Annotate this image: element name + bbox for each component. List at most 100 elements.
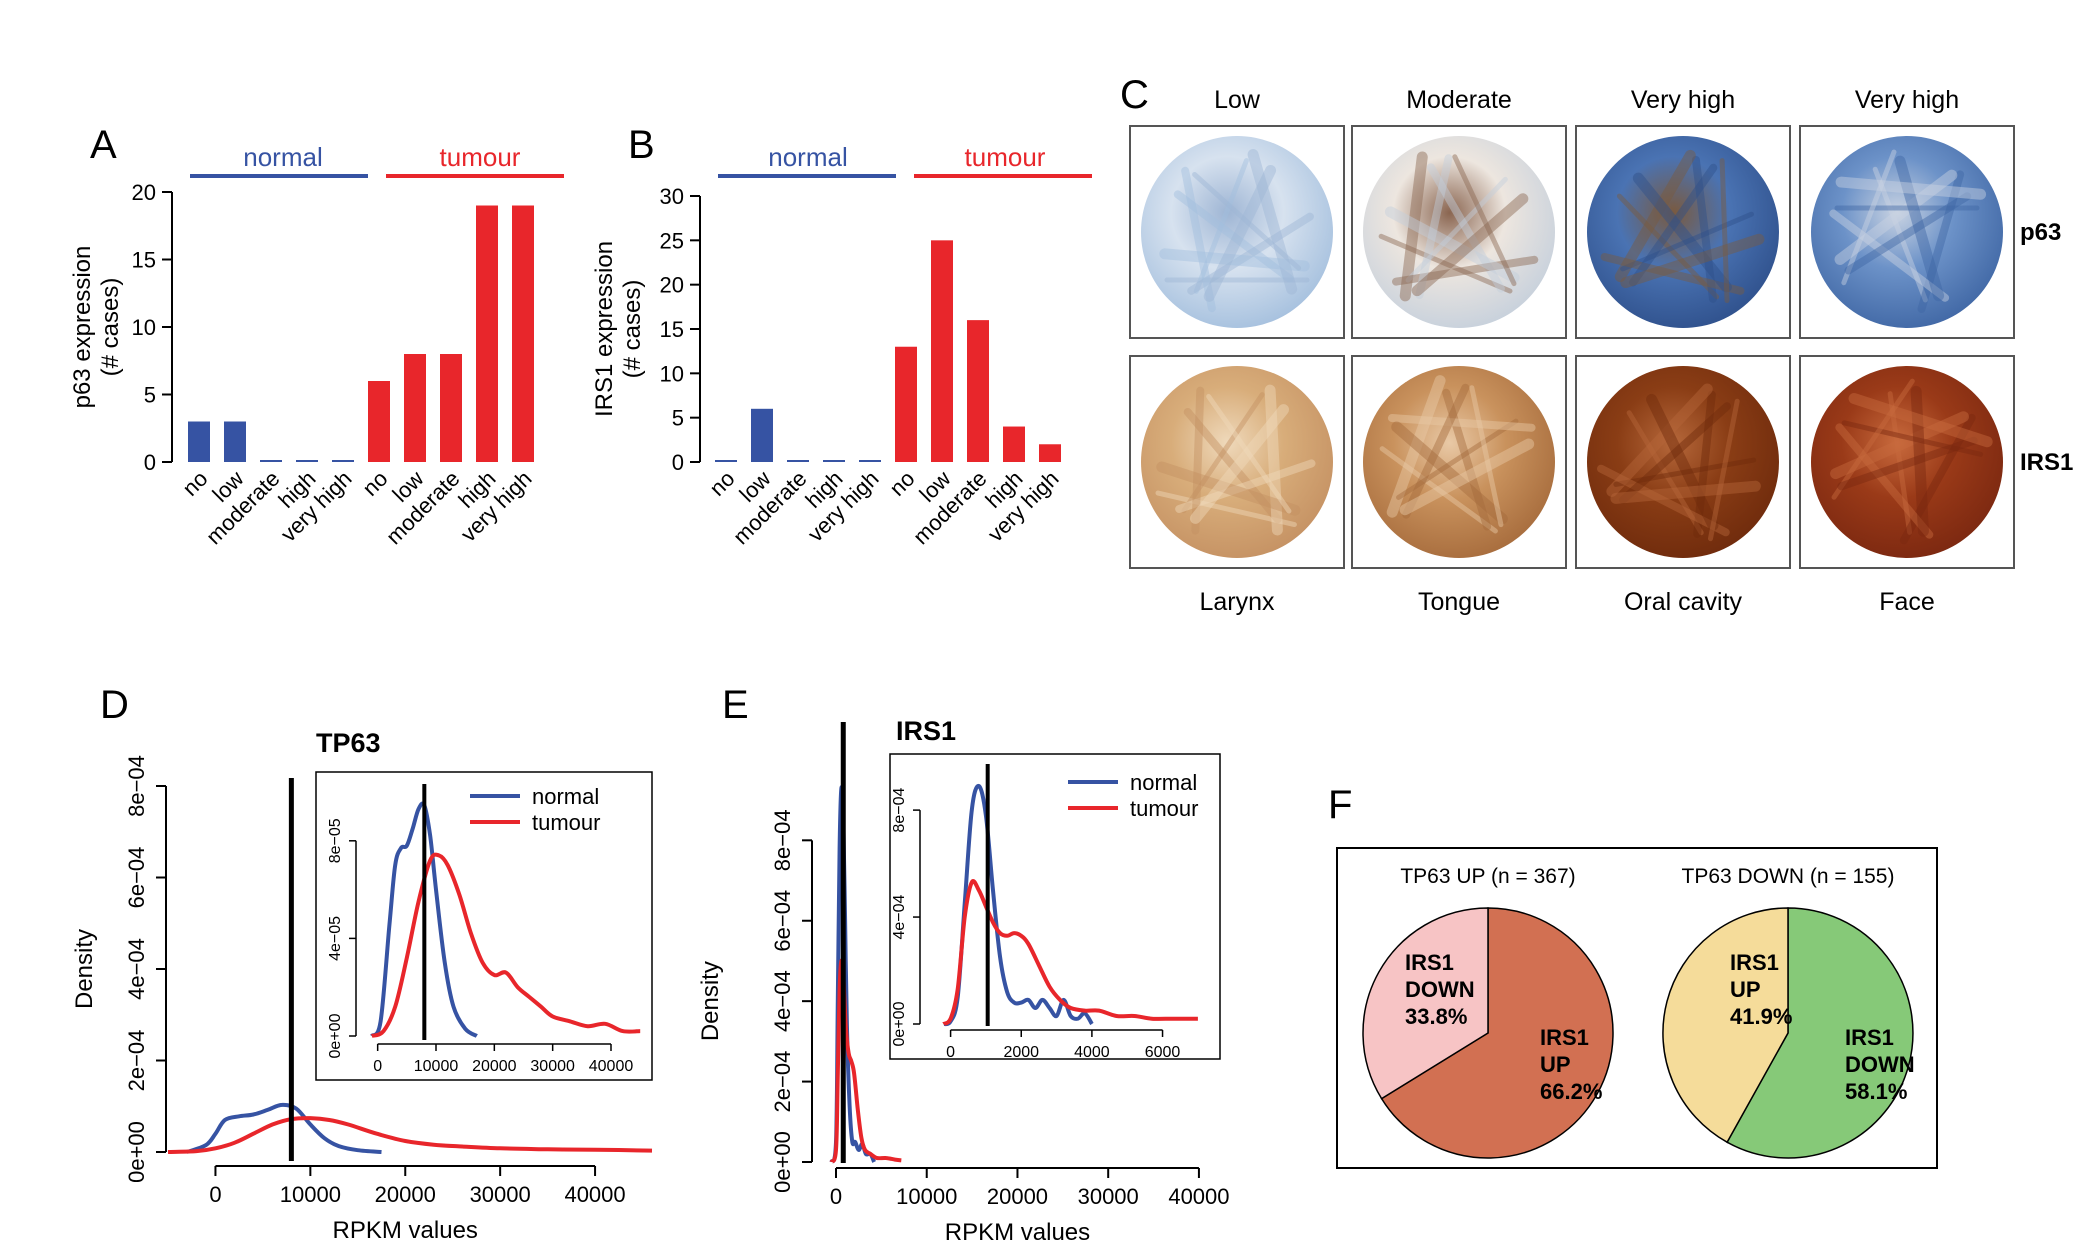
panel-d: D 0 10000 20000 30000 40000 RPKM values 0e+00 2… xyxy=(71,683,653,1244)
tma-texture-streak xyxy=(1442,388,1492,531)
panel-d-x-tick-label: 30000 xyxy=(470,1182,531,1207)
panel-a-x-tick-label: no xyxy=(178,466,213,501)
panel-d-inset-frame xyxy=(315,771,653,1081)
tma-texture-streak xyxy=(1192,171,1302,271)
tma-texture-streak xyxy=(1155,490,1297,528)
pie-slice-label-line: 33.8% xyxy=(1405,1004,1467,1029)
pie-tp63-up-n-367: TP63 UP (n = 367)IRS1 UP 66.2%IRS1 DOWN 33.8… xyxy=(1362,865,1614,1159)
panel-d-y-axis-label: Density xyxy=(71,929,98,1009)
panel-f-letter: F xyxy=(1328,783,1352,827)
tma-texture-streak xyxy=(1834,169,1958,265)
panel-d-x-tick-label: 10000 xyxy=(280,1182,341,1207)
panel-b-y-axis-label-line: IRS1 expression xyxy=(591,241,618,417)
panel-a-y-tick-label: 20 xyxy=(132,180,156,205)
tma-texture-streak xyxy=(1693,390,1716,538)
tma-texture-streak xyxy=(1391,421,1508,525)
panel-b-bar-tumour-moderate xyxy=(967,320,989,462)
panel-a-y-tick-label: 15 xyxy=(132,248,156,273)
panel-d-series-normal xyxy=(186,1102,382,1154)
tma-texture-streak xyxy=(1600,252,1745,295)
pie-slice-label-line: IRS1 xyxy=(1405,950,1454,975)
pie-slice-irs1-down-58-1 xyxy=(1726,907,1914,1159)
panel-e-x-tick-label: 20000 xyxy=(987,1184,1048,1209)
tma-texture-streak xyxy=(1848,393,1993,448)
panel-c: C Low Larynx Moderate Tongue Very high Oral c… xyxy=(1120,73,2073,616)
panel-b-normal-label: normal xyxy=(768,142,847,172)
tma-site-label: Larynx xyxy=(1199,588,1275,616)
tma-core-irs1-face xyxy=(1811,366,2003,558)
panel-b-x-tick-label: no xyxy=(885,466,920,501)
tma-column-header: Very high xyxy=(1855,86,1959,114)
panel-e-legend-label-normal: normal xyxy=(1130,770,1197,795)
tma-texture-streak xyxy=(1469,385,1504,528)
tma-texture-streak xyxy=(1614,149,1696,283)
panel-a-bar-normal-low xyxy=(224,421,246,462)
panel-e-letter: E xyxy=(722,683,749,727)
tma-texture-streak xyxy=(1620,211,1754,272)
pie-slice-irs1-down-33-8 xyxy=(1362,907,1489,1100)
tma-texture-streak xyxy=(1384,206,1520,284)
panel-d-inset-x-tick-label: 30000 xyxy=(530,1058,575,1075)
panel-e-inset-y-tick-label: 8e−04 xyxy=(891,788,908,833)
tma-texture-streak xyxy=(1917,170,1965,313)
panel-e-y-tick-label: 8e−04 xyxy=(770,809,795,871)
tma-texture-streak xyxy=(1399,151,1428,302)
panel-b-bar-normal-high xyxy=(823,460,845,462)
panel-a-x-tick-label: no xyxy=(358,466,393,501)
panel-e-x-tick-label: 40000 xyxy=(1168,1184,1229,1209)
panel-e-title: IRS1 xyxy=(896,716,956,746)
tma-column-header: Low xyxy=(1214,86,1261,114)
tma-core-irs1-larynx xyxy=(1141,366,1333,558)
tma-texture-streak xyxy=(1175,459,1316,513)
tma-column-header: Very high xyxy=(1631,86,1735,114)
tma-texture-streak xyxy=(1399,438,1535,516)
panel-e-x-tick-label: 10000 xyxy=(896,1184,957,1209)
panel-a-bar-normal-very-high xyxy=(332,460,354,462)
tma-texture-streak xyxy=(1606,383,1713,497)
panel-e-inset-y-tick-label: 0e+00 xyxy=(891,1001,908,1046)
tma-texture-streak xyxy=(1829,209,1950,302)
panel-e-inset-y-tick-label: 4e−04 xyxy=(891,894,908,939)
panel-c-letter: C xyxy=(1120,73,1149,117)
pie-slice-label-line: UP xyxy=(1540,1052,1571,1077)
panel-d-inset-x-tick-label: 40000 xyxy=(589,1058,634,1075)
panel-b-y-tick-label: 15 xyxy=(660,317,684,342)
panel-b: B normal tumour 0 5 10 15 20 25 30 IRS1 express… xyxy=(591,123,1092,549)
panel-a: A normal tumour 0 5 10 15 20 p63 expression(#… xyxy=(69,123,564,549)
panel-b-bar-normal-moderate xyxy=(787,460,809,462)
tma-texture-streak xyxy=(1835,423,1934,539)
tma-texture-streak xyxy=(1841,420,1984,457)
tma-core-p63-face xyxy=(1811,136,2003,328)
panel-b-y-axis-label: IRS1 expression(# cases) xyxy=(591,241,646,417)
panel-a-y-tick-label: 5 xyxy=(144,383,156,408)
pie-slice-irs1-up-66-2 xyxy=(1380,907,1614,1159)
tma-texture-streak xyxy=(1156,461,1301,516)
tma-texture-streak xyxy=(1173,190,1294,283)
tma-texture-streak xyxy=(1597,464,1730,537)
panel-b-y-tick-label: 20 xyxy=(660,273,684,298)
panel-a-bar-tumour-no xyxy=(368,381,390,462)
panel-a-y-axis-label-line: (# cases) xyxy=(97,278,124,377)
tma-texture-streak xyxy=(1402,383,1470,519)
panel-d-legend-label-tumour: tumour xyxy=(532,810,600,835)
pie-slice-label: IRS1 UP 41.9% xyxy=(1730,950,1792,1029)
panel-e-inset-x-tick-label: 2000 xyxy=(1003,1044,1039,1061)
panel-a-bar-tumour-low xyxy=(404,354,426,462)
tma-texture-streak xyxy=(1691,155,1717,303)
tma-core-p63-tongue xyxy=(1363,136,1555,328)
panel-a-y-axis-label: p63 expression(# cases) xyxy=(69,246,124,409)
tma-site-label: Face xyxy=(1879,588,1935,616)
tma-texture-streak xyxy=(1910,385,1929,537)
panel-a-bar-normal-no xyxy=(188,421,210,462)
tma-texture-streak xyxy=(1396,418,1519,500)
panel-d-letter: D xyxy=(100,683,129,727)
pie-slice-label-line: 66.2% xyxy=(1540,1079,1602,1104)
panel-e-y-tick-label: 0e+00 xyxy=(770,1131,795,1193)
panel-e-x-tick-label: 30000 xyxy=(1078,1184,1139,1209)
panel-e-y-axis: 0e+00 2e−04 4e−04 6e−04 8e−04 xyxy=(770,809,813,1193)
panel-d-x-axis: 0 10000 20000 30000 40000 xyxy=(209,1165,626,1207)
